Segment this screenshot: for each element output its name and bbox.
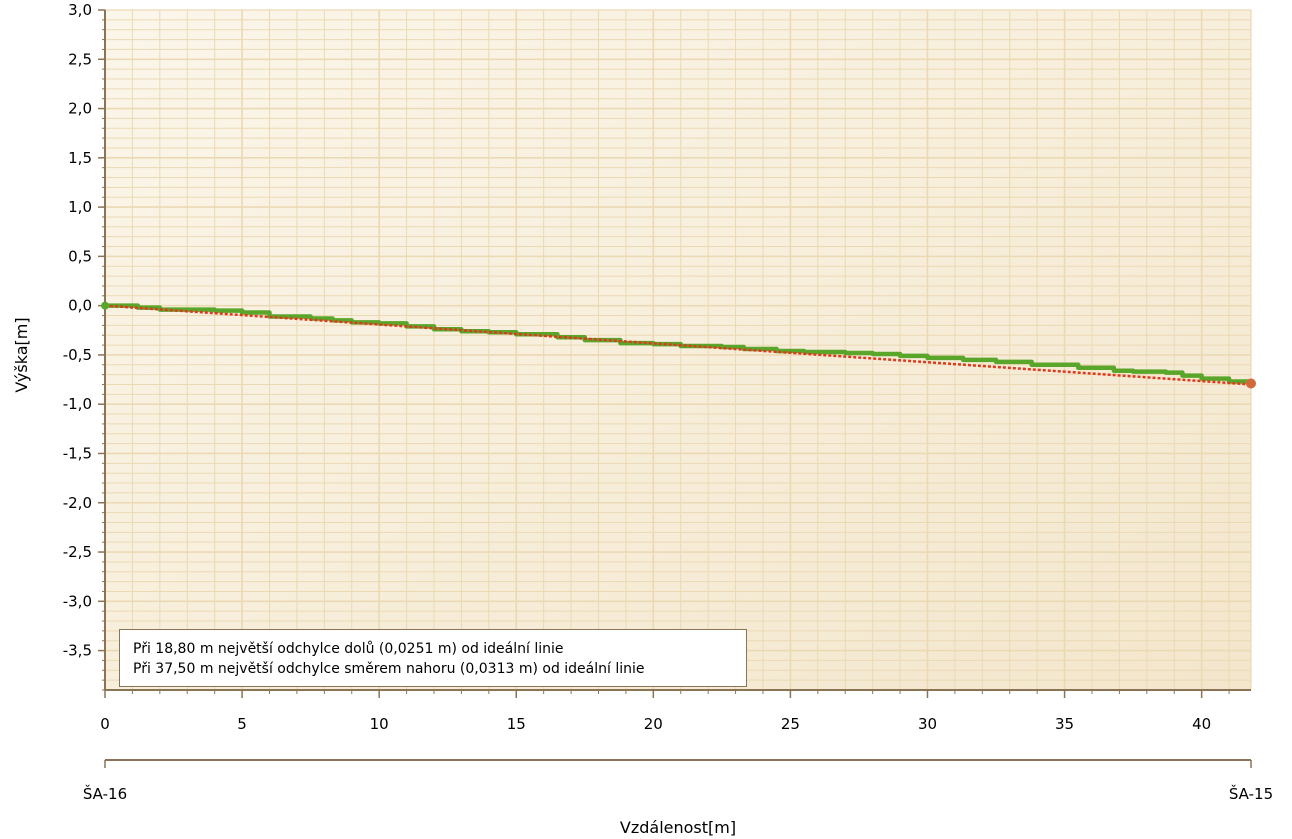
y-tick-label: -2,5 [63, 543, 92, 561]
y-tick-label: -3,0 [63, 592, 92, 610]
ideal-line [104, 304, 1252, 386]
station-end-label: ŠA-15 [1229, 784, 1273, 803]
grid [105, 9, 1252, 690]
station-start-label: ŠA-16 [83, 784, 127, 803]
y-tick-label: -3,5 [63, 642, 92, 660]
y-tick-label: -1,5 [63, 444, 92, 462]
y-tick-label: 2,5 [68, 50, 92, 68]
end-point-marker [1246, 378, 1256, 389]
x-tick-label: 40 [1192, 715, 1211, 733]
y-tick-label: 1,0 [68, 198, 92, 216]
y-tick-label: 0,5 [68, 247, 92, 265]
x-tick-label: 25 [781, 715, 800, 733]
x-tick-label: 0 [100, 715, 110, 733]
annotation-max-down: Při 18,80 m největší odchylce dolů (0,02… [133, 641, 564, 657]
y-tick-label: -1,0 [63, 395, 92, 413]
annotation-max-up: Při 37,50 m největší odchylce směrem nah… [133, 661, 645, 677]
start-point-marker [101, 301, 109, 310]
y-tick-label: -2,0 [63, 494, 92, 512]
x-tick-label: 30 [918, 715, 937, 733]
x-axis-title: Vzdálenost[m] [620, 818, 736, 837]
plot-area [105, 10, 1251, 690]
x-tick-label: 10 [370, 715, 389, 733]
y-tick-label: 1,5 [68, 149, 92, 167]
y-tick-label: 3,0 [68, 1, 92, 19]
x-tick-label: 35 [1055, 715, 1074, 733]
x-tick-label: 5 [237, 715, 247, 733]
deviation-info-box: Při 18,80 m největší odchylce dolů (0,02… [119, 629, 747, 687]
series-layer [101, 301, 1256, 389]
axes: 3,0 2,5 2,0 1,5 1,0 0,5 0,0 -0,5 -1,0 -1,5 -2,0 -2,… [63, 1, 1252, 768]
x-tick-label: 20 [644, 715, 663, 733]
y-axis-title: Výška[m] [12, 317, 31, 392]
y-tick-label: -0,5 [63, 346, 92, 364]
y-tick-label: 2,0 [68, 100, 92, 118]
x-tick-label: 15 [507, 715, 526, 733]
y-tick-label: 0,0 [68, 297, 92, 315]
